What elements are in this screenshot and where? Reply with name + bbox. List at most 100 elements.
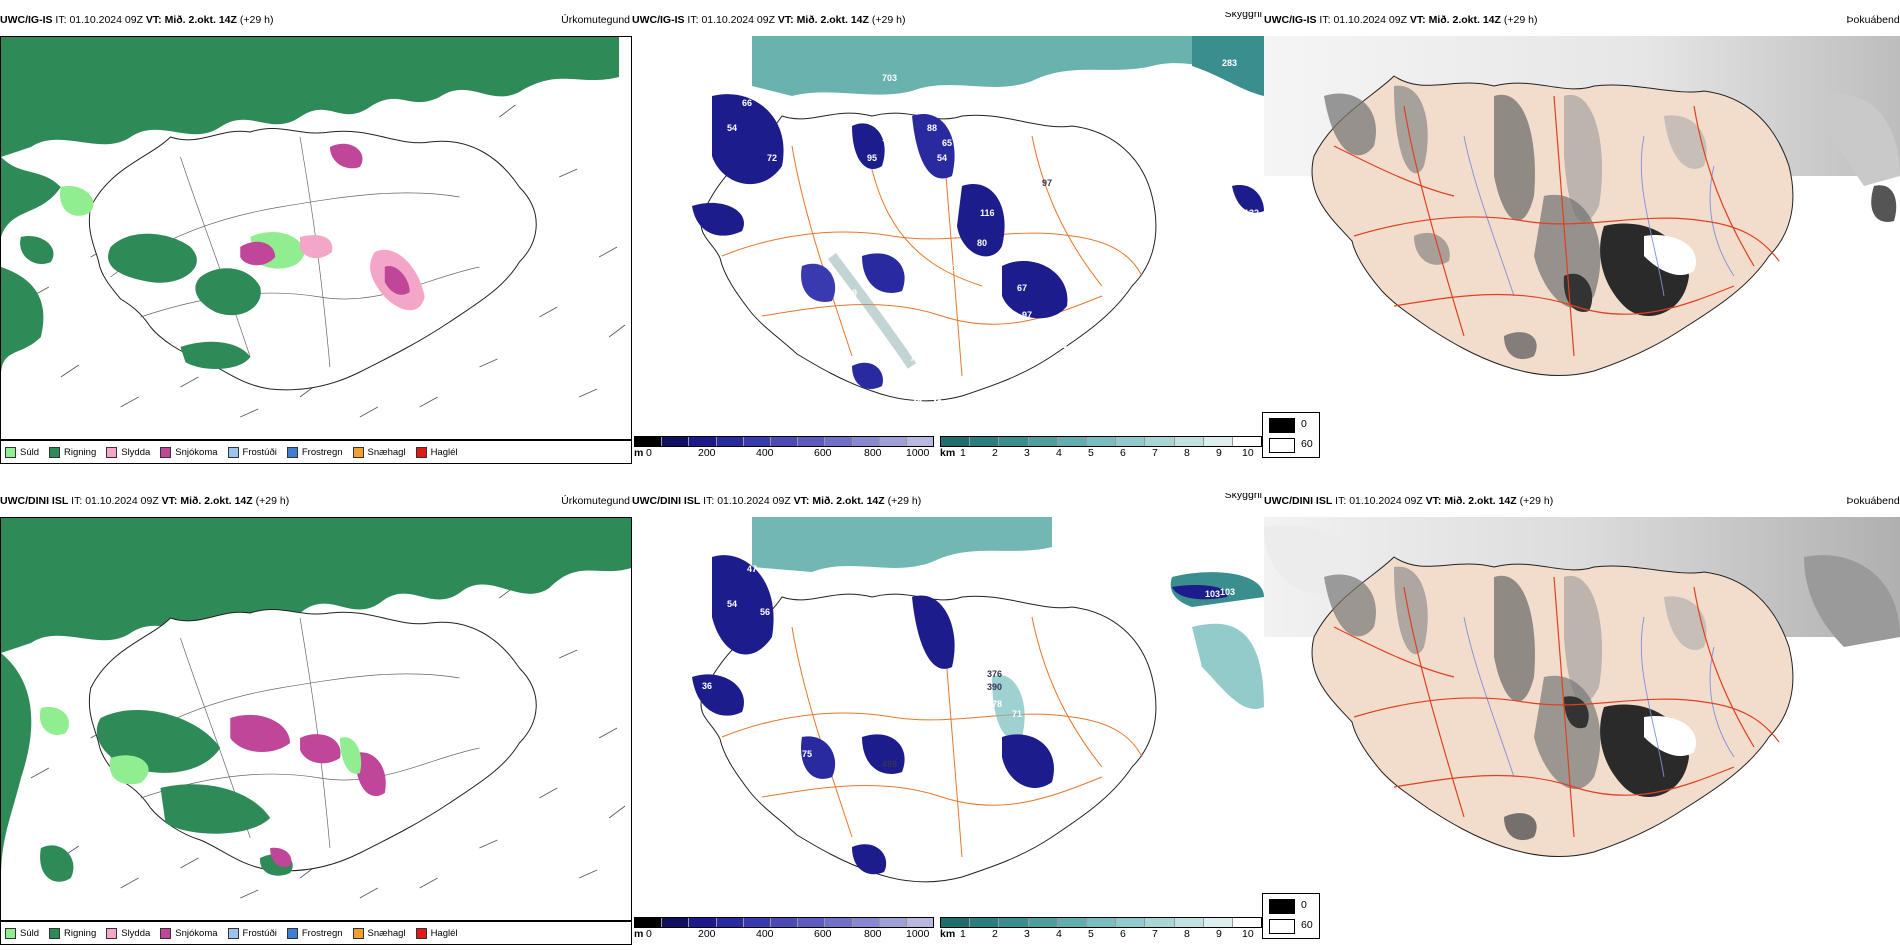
label-72b: 72 [1004, 324, 1014, 334]
label-72: 72 [767, 153, 777, 163]
legend-item: Frostúði [227, 446, 277, 458]
precip-map-svg [1, 518, 631, 920]
label-116: 116 [980, 208, 995, 218]
cloudbase-labels: 93 56 47 470 54 56 28 103 103 67 68 104 … [702, 539, 1235, 831]
tick: 1000 [906, 447, 930, 459]
fog-legend-swatch [1269, 418, 1295, 433]
legend-item: Haglél [415, 927, 458, 939]
fog-map [1264, 36, 1900, 436]
tick: 2 [992, 928, 998, 940]
precip-legend: Súld Rigning Slydda Snjókoma Frostúði Fr… [0, 921, 632, 945]
legend-item: Frostregn [286, 446, 343, 458]
legend-item: Snjókoma [160, 446, 218, 458]
panel-header: UWC/IG-IS IT: 01.10.2024 09Z VT: Mið. 2.… [0, 14, 630, 26]
fog-legend-label: 0 [1301, 418, 1307, 430]
label-28: 28 [1097, 569, 1107, 579]
roads [1333, 95, 1780, 357]
legend-item: Snæhagl [352, 927, 406, 939]
tick: 3 [1024, 928, 1030, 940]
legend-item: Slydda [106, 446, 150, 458]
label-67b: 67 [1017, 283, 1027, 293]
cloudbase-unit: m [634, 447, 644, 459]
legend-item: Snæhagl [352, 446, 406, 458]
tick: 800 [864, 447, 882, 459]
fog-legend-swatch [1269, 899, 1295, 914]
tick: 600 [814, 928, 832, 940]
label-69: 69 [807, 679, 817, 689]
legend-swatch [49, 446, 61, 458]
label-51b: 51 [910, 378, 920, 388]
tick: 200 [698, 447, 716, 459]
panel-header: UWC/IG-IS IT: 01.10.2024 09Z VT: Mið. 2.… [632, 12, 1264, 28]
label-71: 71 [1012, 709, 1022, 719]
cloudbase-labels: 703 283 66 54 72 95 104 88 65 54 67 116 … [667, 58, 1259, 408]
visibility-colorbar: km 1 2 3 4 5 6 7 8 9 10 [940, 917, 1262, 943]
precip-panel-row1: UWC/IG-IS IT: 01.10.2024 09Z VT: Mið. 2.… [0, 12, 632, 464]
legend-item: Rigning [49, 927, 96, 939]
label-117: 117 [1050, 741, 1065, 751]
cloud-panel-row2: UWC/DINI ISL IT: 01.10.2024 09Z VT: Mið.… [632, 493, 1264, 945]
legend-item: Súld [5, 927, 39, 939]
tick: 3 [1024, 447, 1030, 459]
label-68: 68 [812, 634, 822, 644]
label-40: 40 [907, 819, 917, 829]
legend-item: Slydda [106, 927, 150, 939]
cloud-map: 93 56 47 470 54 56 28 103 103 67 68 104 … [632, 517, 1264, 917]
legend-swatch [286, 446, 298, 458]
fog-map-svg [1264, 36, 1900, 436]
label-54c: 54 [927, 278, 937, 288]
label-54b: 54 [937, 153, 947, 163]
fog-map-svg [1264, 517, 1900, 917]
tick: 4 [1056, 447, 1062, 459]
cloudbase-strip [634, 917, 934, 928]
tick: 400 [756, 447, 774, 459]
panel-title: Þokuábendi [1846, 14, 1900, 26]
label-69: 69 [907, 268, 917, 278]
fog-legend-swatch [1269, 438, 1295, 453]
label-95: 95 [867, 153, 877, 163]
label-49: 49 [847, 288, 857, 298]
label-66: 66 [742, 98, 752, 108]
cloudbase-strip [634, 436, 934, 447]
tick: 9 [1216, 928, 1222, 940]
legend-swatch [352, 927, 364, 939]
rivers [1463, 135, 1735, 297]
tick: 5 [1088, 928, 1094, 940]
legend-swatch [160, 446, 172, 458]
tick: 800 [864, 928, 882, 940]
legend-swatch [227, 446, 239, 458]
visibility-colorbar: km 1 2 3 4 5 6 7 8 9 10 [940, 436, 1262, 462]
fog-legend-label: 0 [1301, 899, 1307, 911]
label-93: 93 [1057, 539, 1067, 549]
roads [1333, 576, 1780, 838]
tick: 1 [960, 928, 966, 940]
tick: 8 [1184, 928, 1190, 940]
rivers [1463, 616, 1735, 778]
visibility-strip [940, 436, 1262, 447]
legend-swatch [5, 927, 16, 939]
legend-swatch [352, 446, 364, 458]
tick: 8 [1184, 447, 1190, 459]
label-103: 103 [1205, 589, 1220, 599]
label-43b: 43 [932, 398, 942, 408]
label-65: 65 [942, 138, 952, 148]
roads [721, 606, 1143, 858]
label-109: 109 [792, 358, 807, 368]
fog-legend: 0 60 [1262, 893, 1320, 939]
tick: 1 [960, 447, 966, 459]
label-80: 80 [977, 238, 987, 248]
label-50: 50 [927, 709, 937, 719]
label-390: 390 [987, 682, 1002, 692]
tick: 200 [698, 928, 716, 940]
cloud-panel-row1: UWC/IG-IS IT: 01.10.2024 09Z VT: Mið. 2.… [632, 12, 1264, 464]
legend-swatch [5, 446, 16, 458]
label-54: 54 [727, 599, 737, 609]
label-67: 67 [927, 193, 937, 203]
tick: 6 [1120, 928, 1126, 940]
tick: 1000 [906, 928, 930, 940]
label-45: 45 [932, 821, 942, 831]
label-36: 36 [702, 681, 712, 691]
panel-header: UWC/DINI ISL IT: 01.10.2024 09Z VT: Mið.… [632, 493, 1264, 509]
panel-title: Skyggni [1224, 493, 1262, 501]
label-47: 47 [747, 564, 757, 574]
